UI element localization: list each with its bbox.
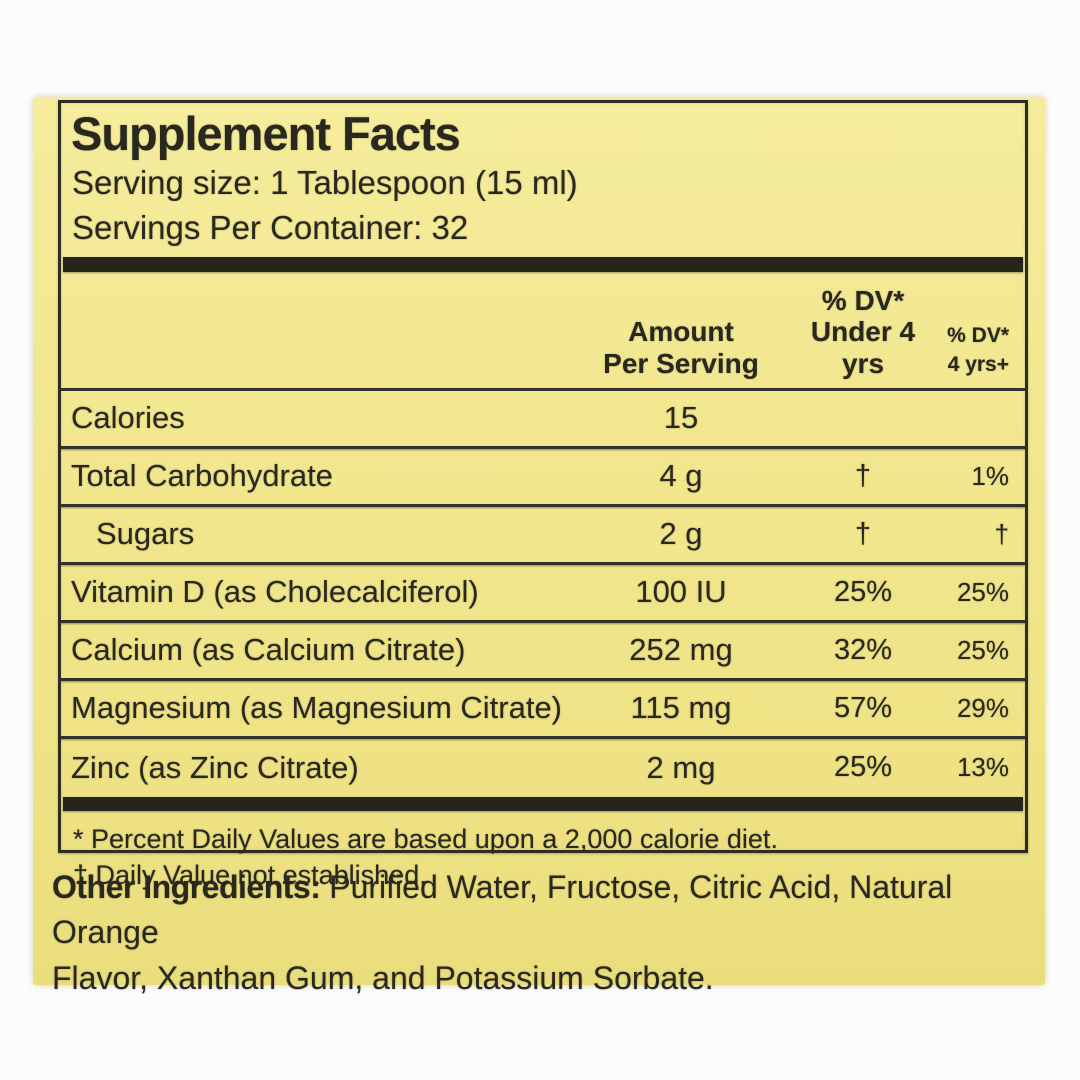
dv-under4-value: 25% (833, 575, 893, 608)
dv-under4-value: 32% (833, 633, 893, 666)
header-divider-bar (63, 256, 1023, 272)
footnote-divider-bar (63, 796, 1023, 811)
footnote-dv-not-established: † Daily Value not established. (73, 860, 427, 891)
table-row: Vitamin D (as Cholecalciferol) 100 IU 25… (61, 565, 1025, 623)
dv-under4-value: † (854, 459, 872, 492)
footnote-daily-values: * Percent Daily Values are based upon a … (73, 823, 778, 854)
dv-4plus-value: † (994, 518, 1009, 549)
supplement-facts-title: Supplement Facts (71, 107, 461, 160)
nutrient-name: Zinc (as Zinc Citrate) (71, 749, 359, 785)
table-row: Total Carbohydrate 4 g † 1% (61, 449, 1025, 507)
amount-value: 100 IU (635, 574, 727, 610)
supplement-facts-label: Supplement Facts Serving size: 1 Tablesp… (33, 97, 1045, 996)
footnotes: * Percent Daily Values are based upon a … (61, 811, 1025, 893)
dv-4plus-value: 13% (956, 752, 1009, 783)
header-amount-per-serving: Amount Per Serving (603, 316, 759, 379)
nutrient-table: Calories 15 Total Carbohydrate 4 g † 1% … (61, 391, 1025, 797)
servings-per-container-text: Servings Per Container: 32 (72, 208, 469, 246)
nutrient-name: Vitamin D (as Cholecalciferol) (71, 574, 479, 610)
amount-value: 2 mg (646, 749, 716, 785)
other-ingredients-text-line2: Flavor, Xanthan Gum, and Potassium Sorba… (52, 959, 714, 996)
amount-value: 15 (663, 400, 699, 436)
dv-4plus-value: 29% (956, 692, 1009, 723)
nutrient-name: Calories (71, 400, 185, 436)
other-ingredients-text-line1: Purified Water, Fructose, Citric Acid, N… (52, 869, 953, 951)
nutrient-name: Magnesium (as Magnesium Citrate) (71, 690, 563, 726)
dv-under4-value: † (854, 517, 872, 550)
other-ingredients: Other Ingredients: Purified Water, Fruct… (52, 865, 1032, 1001)
header-dv-under-4yrs: % DV* Under 4 yrs (810, 284, 916, 379)
amount-value: 252 mg (629, 632, 733, 668)
amount-value: 2 g (659, 516, 703, 552)
table-row: Zinc (as Zinc Citrate) 2 mg 25% 13% (61, 739, 1025, 797)
serving-size-text: Serving size: 1 Tablespoon (15 ml) (72, 164, 578, 201)
nutrient-name: Calcium (as Calcium Citrate) (71, 632, 466, 668)
dv-4plus-value: 25% (956, 576, 1009, 607)
dv-under4-value: 25% (833, 751, 893, 784)
amount-value: 4 g (659, 458, 703, 494)
table-row: Sugars 2 g † † (61, 507, 1025, 565)
table-row: Calcium (as Calcium Citrate) 252 mg 32% … (61, 623, 1025, 681)
dv-under4-value: 57% (833, 691, 893, 724)
table-header-row: Amount Per Serving % DV* Under 4 yrs % D… (61, 272, 1025, 391)
amount-value: 115 mg (630, 690, 732, 726)
table-row: Magnesium (as Magnesium Citrate) 115 mg … (61, 681, 1025, 739)
supplement-facts-box: Supplement Facts Serving size: 1 Tablesp… (58, 100, 1028, 890)
nutrient-name: Total Carbohydrate (71, 458, 333, 494)
dv-4plus-value: 25% (956, 634, 1009, 665)
dv-4plus-value: 1% (971, 460, 1009, 491)
nutrient-name: Sugars (96, 516, 195, 552)
header-dv-4yrs-plus: % DV* 4 yrs+ (947, 324, 1009, 376)
table-row: Calories 15 (61, 391, 1025, 449)
other-ingredients-label: Other Ingredients: (52, 869, 321, 905)
